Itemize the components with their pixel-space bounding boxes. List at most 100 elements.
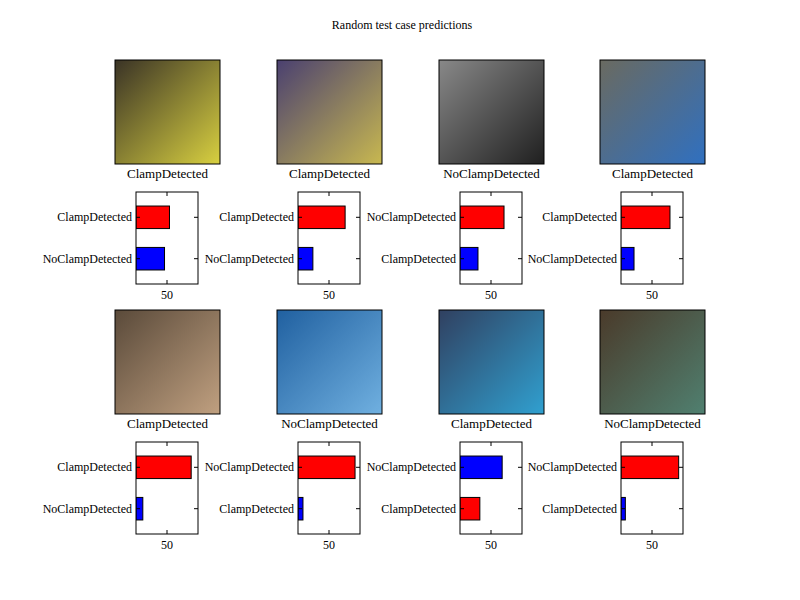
image-label: NoClampDetected: [443, 166, 540, 181]
photo-placeholder: [600, 60, 705, 164]
category-label: NoClampDetected: [367, 460, 456, 474]
y-tick: [621, 508, 625, 509]
axes-frame: [298, 192, 360, 284]
image-label: ClampDetected: [289, 166, 370, 181]
category-label: NoClampDetected: [528, 460, 617, 474]
panel: ClampDetectedNoClampDetectedClampDetecte…: [367, 310, 544, 552]
y-tick: [679, 467, 683, 468]
category-label: NoClampDetected: [43, 502, 132, 516]
y-tick: [460, 508, 464, 509]
y-tick: [136, 258, 140, 259]
y-tick: [621, 217, 625, 218]
category-label: ClampDetected: [381, 252, 456, 266]
x-tick-label: 50: [323, 538, 335, 552]
axes-frame: [621, 192, 683, 284]
photo-placeholder: [439, 310, 544, 414]
y-tick: [621, 258, 625, 259]
image-label: ClampDetected: [451, 416, 532, 431]
x-tick-label: 50: [161, 288, 173, 302]
image-label: ClampDetected: [612, 166, 693, 181]
photo-placeholder: [439, 60, 544, 164]
bar: [298, 247, 313, 270]
x-tick: [491, 442, 492, 446]
y-tick: [298, 467, 302, 468]
axes-frame: [298, 442, 360, 534]
category-label: ClampDetected: [57, 460, 132, 474]
bars: [136, 206, 169, 270]
x-tick: [329, 530, 330, 534]
x-tick-label: 50: [646, 538, 658, 552]
x-tick: [491, 530, 492, 534]
x-tick-label: 50: [485, 288, 497, 302]
category-label: NoClampDetected: [205, 252, 294, 266]
x-tick: [167, 280, 168, 284]
category-label: ClampDetected: [542, 502, 617, 516]
bars: [298, 456, 355, 520]
x-tick: [652, 530, 653, 534]
axes-frame: [621, 442, 683, 534]
panel: ClampDetectedClampDetectedNoClampDetecte…: [528, 60, 705, 302]
x-tick: [491, 192, 492, 196]
x-tick: [167, 442, 168, 446]
category-label: ClampDetected: [219, 210, 294, 224]
bars: [460, 456, 502, 520]
bar: [621, 247, 634, 270]
y-tick: [679, 258, 683, 259]
panel: ClampDetected ClampDetected NoClampDetecte…: [43, 60, 220, 302]
category-label: NoClampDetected: [367, 210, 456, 224]
figure: Random test case predictionsClampDetecte…: [0, 0, 800, 600]
panel: ClampDetected ClampDetected NoClampDetecte…: [205, 60, 382, 302]
x-tick: [652, 280, 653, 284]
bar: [136, 456, 191, 479]
bar: [298, 497, 303, 520]
x-tick: [652, 442, 653, 446]
bar: [460, 456, 502, 479]
x-tick: [329, 192, 330, 196]
panel: NoClampDetected NoClampDetected ClampDetec…: [367, 60, 544, 302]
panel: NoClampDetected NoClampDetected ClampDetec…: [528, 310, 705, 552]
photo-placeholder: [115, 60, 220, 164]
y-tick: [460, 217, 464, 218]
y-tick: [460, 467, 464, 468]
bar: [621, 497, 625, 520]
axes-frame: [136, 442, 198, 534]
bar: [136, 497, 143, 520]
bar: [460, 247, 478, 270]
x-tick: [491, 280, 492, 284]
axes-frame: [136, 192, 198, 284]
axes-frame: [460, 192, 522, 284]
category-label: NoClampDetected: [205, 460, 294, 474]
y-tick: [298, 217, 302, 218]
bar: [298, 206, 345, 229]
y-tick: [356, 258, 360, 259]
category-label: ClampDetected: [219, 502, 294, 516]
photo-placeholder: [600, 310, 705, 414]
image-label: NoClampDetected: [604, 416, 701, 431]
x-tick: [652, 192, 653, 196]
bar: [460, 497, 480, 520]
x-tick: [329, 442, 330, 446]
y-tick: [194, 217, 198, 218]
x-tick: [329, 280, 330, 284]
bar: [136, 206, 169, 229]
image-label: ClampDetected: [127, 416, 208, 431]
y-tick: [518, 258, 522, 259]
y-tick: [460, 258, 464, 259]
y-tick: [518, 217, 522, 218]
image-label: ClampDetected: [127, 166, 208, 181]
bars: [621, 206, 670, 270]
category-label: NoClampDetected: [43, 252, 132, 266]
y-tick: [194, 467, 198, 468]
y-tick: [136, 508, 140, 509]
y-tick: [621, 467, 625, 468]
category-label: ClampDetected: [57, 210, 132, 224]
photo-placeholder: [115, 310, 220, 414]
bars: [621, 456, 679, 520]
x-tick-label: 50: [323, 288, 335, 302]
y-tick: [298, 258, 302, 259]
bar: [621, 456, 679, 479]
y-tick: [679, 217, 683, 218]
bar: [460, 206, 504, 229]
y-tick: [356, 217, 360, 218]
y-tick: [679, 508, 683, 509]
